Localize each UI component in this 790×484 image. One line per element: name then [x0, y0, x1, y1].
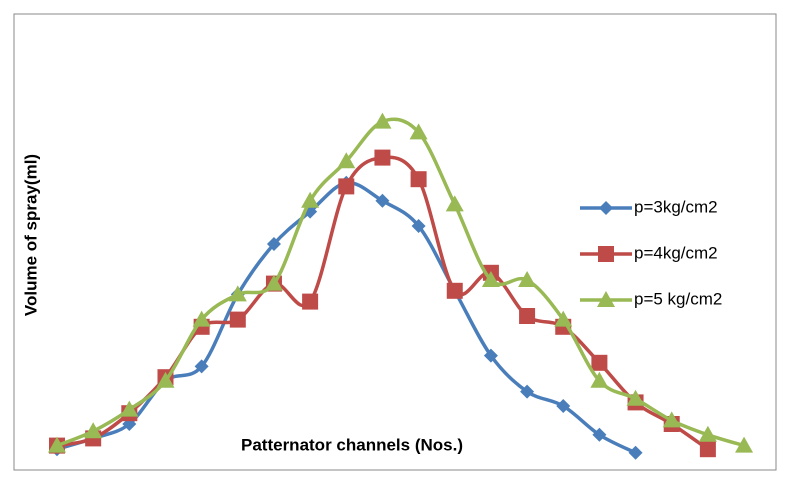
- point: [194, 359, 209, 374]
- point: [192, 310, 211, 327]
- point: [626, 389, 645, 406]
- point: [518, 271, 537, 287]
- legend-marker: [597, 291, 615, 307]
- point: [520, 384, 535, 399]
- point: [84, 422, 103, 439]
- point: [120, 400, 139, 417]
- legend-label: p=5 kg/cm2: [634, 289, 722, 308]
- point: [662, 411, 681, 428]
- y-axis-title: Volume of spray(ml): [21, 154, 40, 316]
- point: [483, 348, 498, 363]
- point: [338, 178, 355, 195]
- legend-label: p=4kg/cm2: [634, 243, 718, 262]
- legend-marker: [599, 201, 613, 215]
- point: [411, 219, 426, 233]
- point: [337, 152, 356, 169]
- point: [591, 354, 608, 371]
- point: [264, 274, 283, 291]
- point: [556, 399, 571, 413]
- point: [229, 311, 246, 328]
- point: [698, 425, 717, 442]
- point: [699, 441, 716, 458]
- series-line: [56, 117, 745, 448]
- point: [735, 436, 754, 453]
- point: [554, 310, 573, 327]
- point: [592, 427, 607, 442]
- point: [446, 282, 463, 299]
- point: [519, 308, 536, 324]
- point: [301, 191, 320, 208]
- point: [156, 371, 175, 388]
- chart-frame: [13, 13, 777, 471]
- legend-label: p=3kg/cm2: [634, 197, 718, 216]
- point: [410, 171, 427, 188]
- point: [374, 149, 391, 166]
- point: [302, 293, 319, 310]
- point: [48, 436, 66, 453]
- point: [628, 445, 643, 460]
- x-axis-title: Patternator channels (Nos.): [241, 435, 463, 454]
- point: [228, 285, 247, 302]
- point: [373, 112, 392, 129]
- point: [266, 237, 281, 251]
- point: [590, 371, 609, 388]
- point: [481, 271, 500, 287]
- point: [375, 193, 390, 208]
- point: [409, 123, 428, 140]
- point: [445, 195, 464, 212]
- legend-marker: [598, 246, 614, 262]
